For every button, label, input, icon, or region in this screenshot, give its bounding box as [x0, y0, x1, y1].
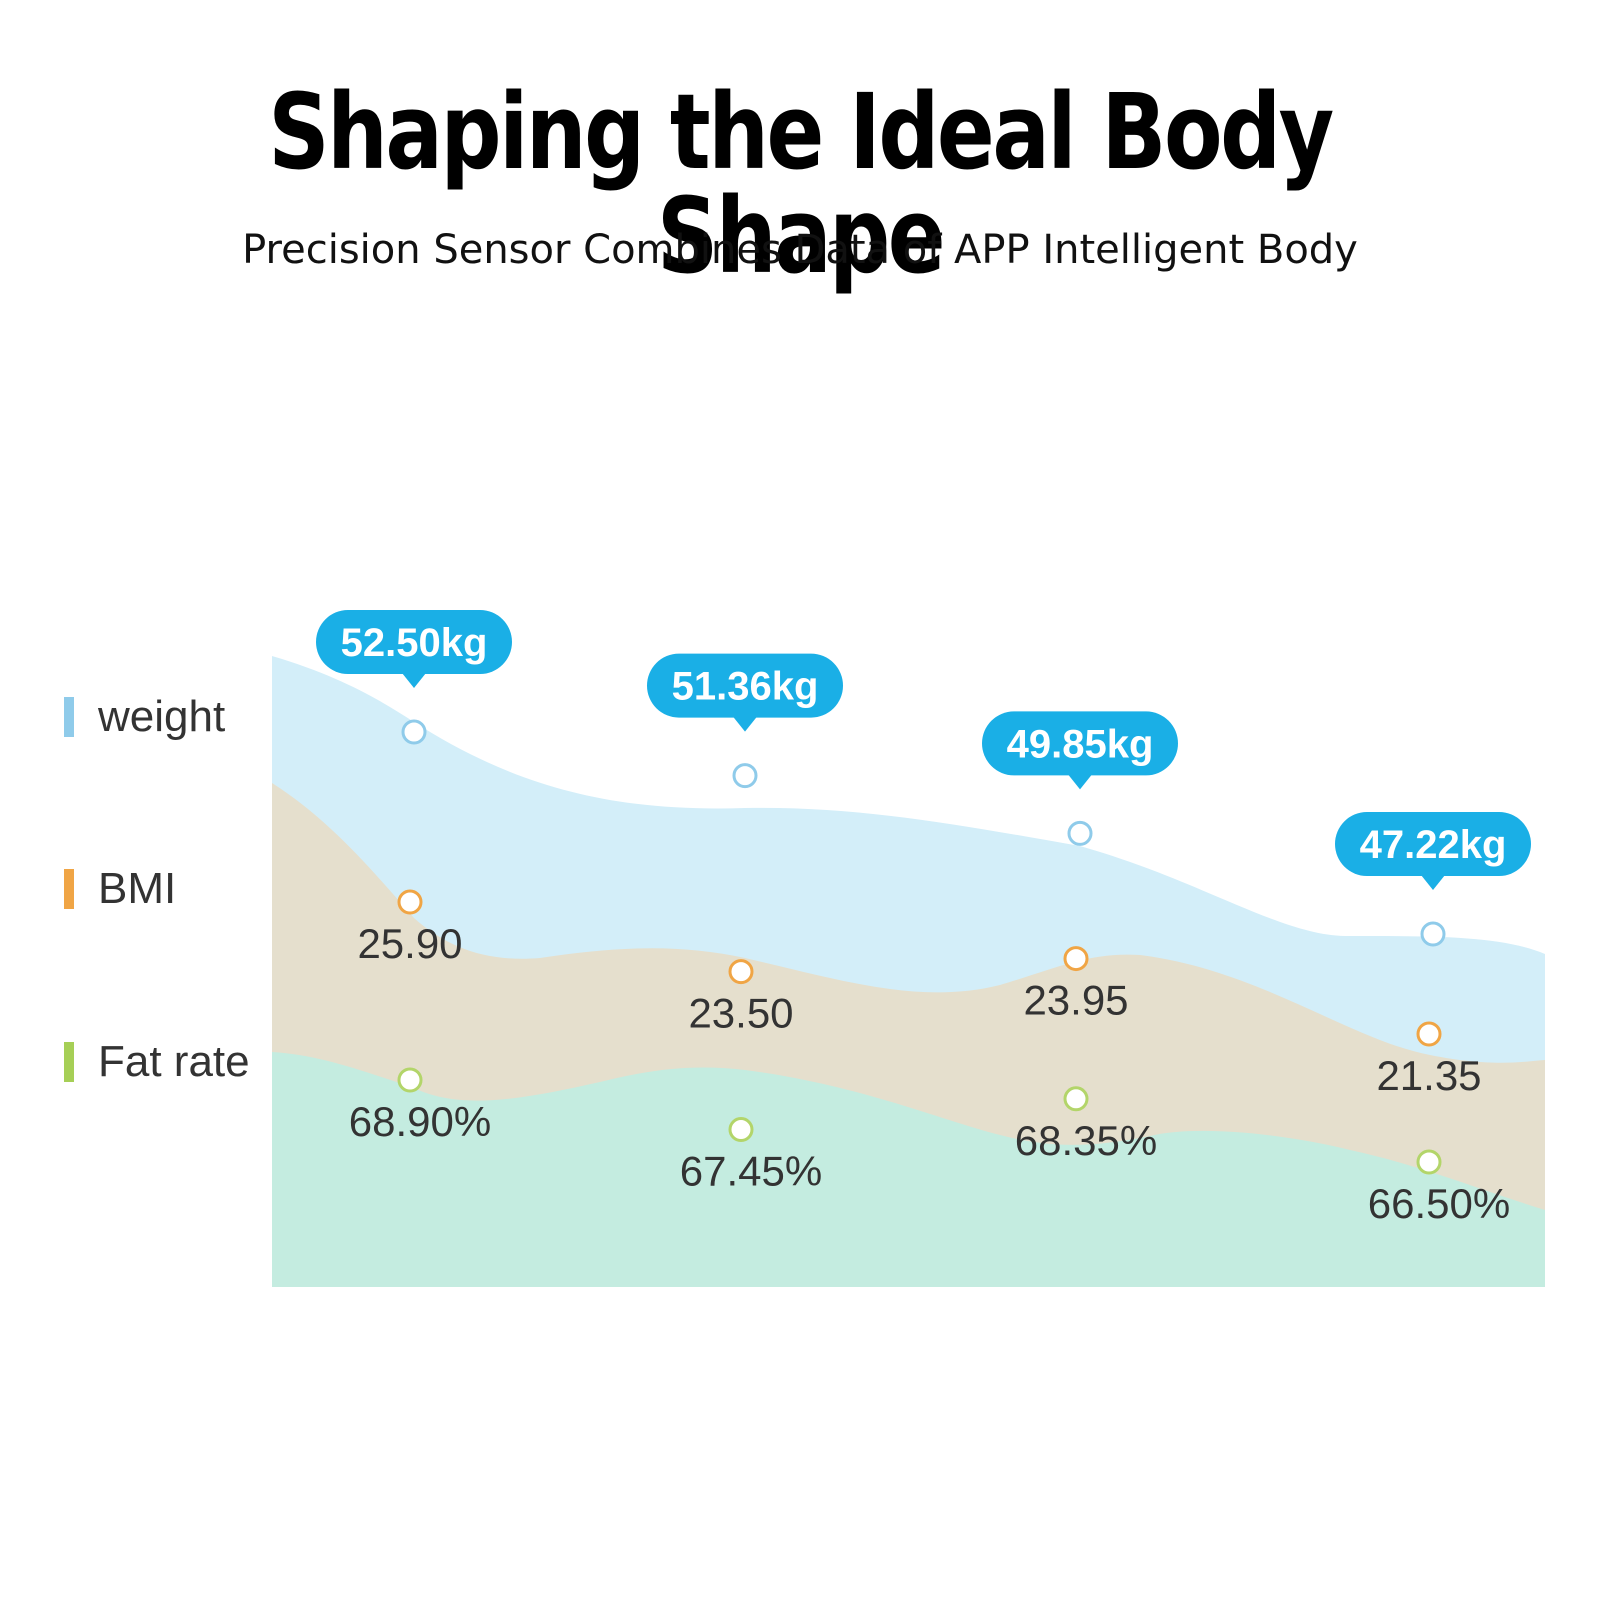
legend-swatch-fat-rate [64, 1042, 74, 1082]
bmi-value-label: 23.95 [1023, 977, 1128, 1024]
bubble-pointer [733, 716, 757, 732]
weight-value-bubble: 52.50kg [316, 610, 512, 688]
weight-value-bubble: 49.85kg [982, 711, 1178, 790]
legend-label-bmi: BMI [98, 864, 177, 913]
bubble-background [982, 711, 1178, 776]
fat-rate-point [1063, 1086, 1089, 1112]
bmi-point [397, 889, 423, 915]
fat-rate-point [728, 1117, 754, 1143]
weight-value-label: 51.36kg [672, 665, 819, 709]
bmi-value-label: 25.90 [357, 920, 462, 967]
bubble-pointer [402, 673, 426, 688]
page-subtitle: Precision Sensor Combines Data of APP In… [242, 227, 1358, 273]
bubble-background [316, 610, 512, 674]
bmi-point [728, 959, 754, 985]
fat-rate-point [1416, 1149, 1442, 1175]
fat-rate-point [397, 1067, 423, 1093]
bmi-value-label: 23.50 [688, 990, 793, 1037]
page-title: Shaping the Ideal Body Shape [268, 71, 1334, 297]
bubble-pointer [1068, 774, 1092, 790]
fat-rate-area [272, 1052, 1545, 1287]
weight-point [1067, 820, 1093, 846]
weight-point [1420, 921, 1446, 947]
weight-value-label: 47.22kg [1360, 823, 1507, 867]
weight-value-label: 49.85kg [1007, 722, 1154, 766]
bubble-background [1335, 812, 1531, 876]
fat-rate-value-label: 67.45% [680, 1148, 822, 1195]
fat-rate-value-label: 68.35% [1015, 1117, 1157, 1164]
bmi-value-label: 21.35 [1376, 1052, 1481, 1099]
legend-swatch-bmi [64, 869, 74, 909]
fat-rate-value-label: 66.50% [1368, 1180, 1510, 1227]
bubble-pointer [1421, 875, 1445, 890]
weight-value-bubble: 47.22kg [1335, 812, 1531, 890]
weight-value-label: 52.50kg [341, 621, 488, 665]
weight-point [401, 719, 427, 745]
legend-swatch-weight [64, 697, 74, 737]
bubble-background [647, 653, 843, 718]
weight-value-bubble: 51.36kg [647, 653, 843, 732]
bmi-point [1416, 1021, 1442, 1047]
legend-label-weight: weight [98, 692, 226, 741]
bmi-point [1063, 946, 1089, 972]
fat-rate-value-label: 68.90% [349, 1098, 491, 1145]
weight-point [732, 763, 758, 789]
legend-label-fat-rate: Fat rate [98, 1037, 250, 1086]
